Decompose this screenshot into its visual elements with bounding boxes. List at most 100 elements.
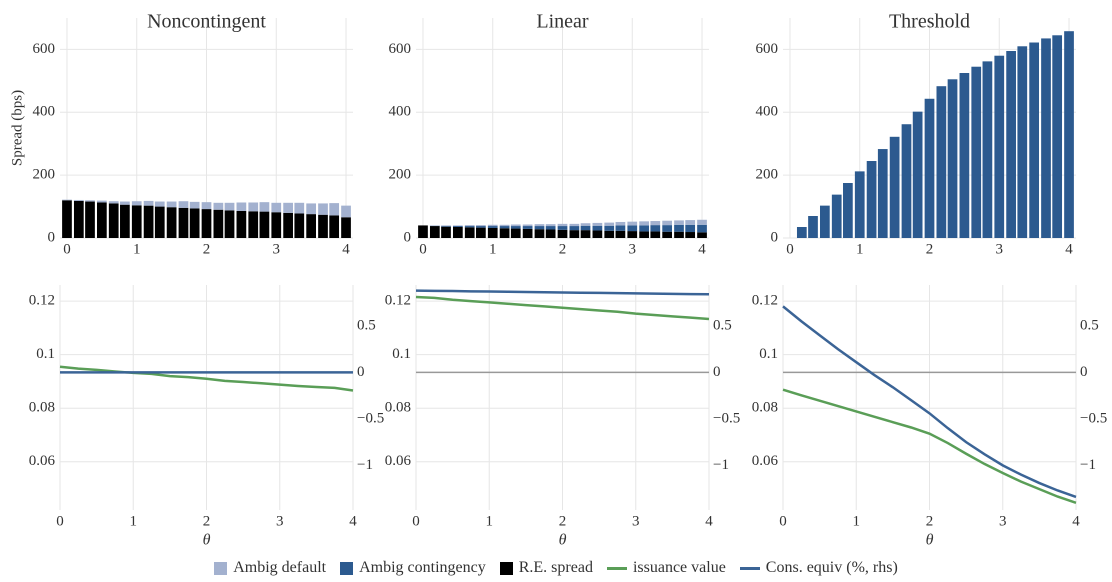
bar [329,203,340,216]
y-tick-label: 200 [33,167,56,183]
bar [592,225,603,231]
bar [306,214,317,238]
x-tick-label: 4 [349,513,357,529]
bar [901,124,912,238]
bar [131,201,142,206]
bar [131,205,142,238]
x-tick-label: 0 [412,513,420,529]
bar [534,226,545,230]
bar [569,226,580,231]
bar [674,231,684,238]
legend-swatch [499,561,513,575]
x-tick-label: 4 [1065,241,1073,257]
bar [592,222,603,226]
bar [499,224,510,227]
bar [62,199,72,201]
bar [569,230,580,238]
line [415,295,710,321]
x-tick-label: 2 [203,513,211,529]
bar [85,201,95,238]
x-tick-label: 2 [559,513,567,529]
legend-swatch [739,566,760,570]
x-tick-label: 1 [133,241,141,257]
line-series: Cons. equiv (%, rhs) [415,289,710,296]
y-tick-label: 0 [771,229,779,245]
bar [866,161,877,238]
bar [452,225,463,227]
bar [877,149,888,238]
bar [697,232,707,238]
bar [639,225,649,232]
bar [685,220,696,225]
bar [201,202,212,210]
bar [476,227,486,238]
bar [476,226,486,228]
bar [294,202,305,214]
bar [627,225,638,232]
bar [557,226,568,230]
y-axis-label: Spread (bps) [9,90,25,166]
bar [854,171,865,238]
bar [545,229,556,238]
bar [189,208,200,238]
bar [639,231,649,238]
y-tick-label: 0 [404,229,412,245]
bar [650,221,661,226]
legend-label: R.E. spread [518,559,593,576]
line-series: issuance value [59,365,354,392]
bar-series: R.E. spread [62,200,351,238]
x-tick-label: 0 [779,513,787,529]
bar [604,225,615,231]
y2-tick-label: −0.5 [357,410,384,426]
x-axis-label: θ [203,532,211,549]
bar [650,225,661,232]
x-tick-label: 2 [203,241,211,257]
bar [154,206,165,238]
legend-label: issuance value [632,559,726,576]
bar [615,221,626,226]
y2-tick-label: 0 [1080,364,1088,380]
bar [73,199,84,201]
bar [569,223,580,227]
bar [912,111,923,238]
bar [510,224,521,227]
y-tick-label: 600 [389,41,412,57]
bar [534,224,545,227]
bar [464,227,475,238]
bar [1029,42,1040,239]
bar [120,204,130,238]
bar [627,221,638,226]
bar [971,66,982,238]
bar [236,202,247,211]
y2-tick-label: 0.5 [357,317,376,333]
bar [224,210,235,238]
legend-item: issuance value [606,559,726,577]
bar [452,226,463,227]
bar [522,224,533,227]
bar [341,217,351,238]
bar [224,202,235,211]
bar [213,209,224,238]
bar [545,226,556,230]
bar [271,202,282,213]
y-tick-label: 400 [389,104,412,120]
bar [534,229,545,238]
bar [604,222,615,226]
bar [924,98,935,239]
bar [994,55,1005,238]
bar [236,210,247,238]
y-tick-label: 0.06 [752,453,779,469]
bar [248,211,259,238]
y2-tick-label: −1 [1080,457,1096,473]
y-tick-label: 0.1 [392,346,411,362]
panel-title: Noncontingent [147,11,266,33]
bar [1052,35,1063,239]
y-tick-label: 600 [33,41,56,57]
bar [143,200,154,206]
x-tick-label: 0 [63,241,71,257]
bar [201,209,212,238]
bar [487,224,498,227]
bar [557,223,568,227]
bar [580,230,591,238]
y-tick-label: 400 [33,104,56,120]
